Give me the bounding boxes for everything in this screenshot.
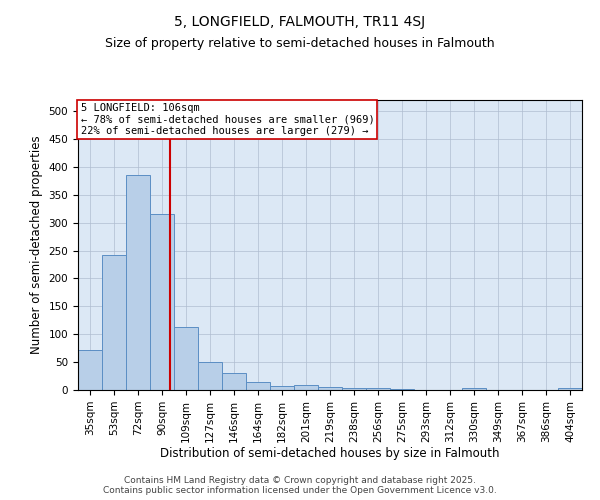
Text: 5 LONGFIELD: 106sqm
← 78% of semi-detached houses are smaller (969)
22% of semi-: 5 LONGFIELD: 106sqm ← 78% of semi-detach… [80,103,374,136]
Bar [150,214,174,390]
Bar [462,388,486,390]
Bar [342,388,366,390]
Text: 5, LONGFIELD, FALMOUTH, TR11 4SJ: 5, LONGFIELD, FALMOUTH, TR11 4SJ [175,15,425,29]
Bar [246,382,270,390]
Text: Size of property relative to semi-detached houses in Falmouth: Size of property relative to semi-detach… [105,38,495,51]
Bar [558,388,582,390]
Bar [174,327,198,390]
X-axis label: Distribution of semi-detached houses by size in Falmouth: Distribution of semi-detached houses by … [160,448,500,460]
Bar [294,385,318,390]
Bar [318,387,342,390]
Bar [102,255,126,390]
Bar [78,350,102,390]
Bar [270,386,294,390]
Y-axis label: Number of semi-detached properties: Number of semi-detached properties [30,136,43,354]
Bar [222,374,246,390]
Bar [198,362,222,390]
Bar [126,174,150,390]
Bar [366,388,390,390]
Text: Contains HM Land Registry data © Crown copyright and database right 2025.
Contai: Contains HM Land Registry data © Crown c… [103,476,497,495]
